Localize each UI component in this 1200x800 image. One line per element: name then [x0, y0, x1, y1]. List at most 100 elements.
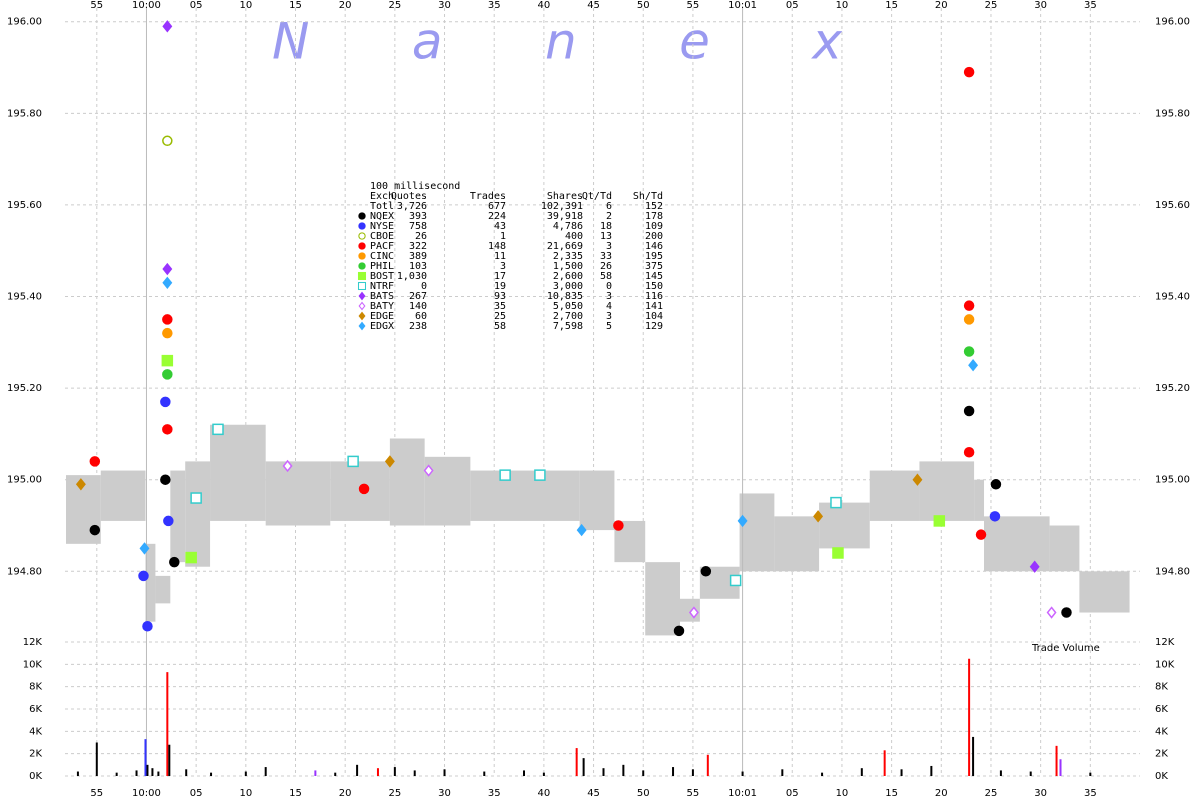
- table-cell: 267: [409, 291, 427, 302]
- volume-tick-label: 2K: [1155, 749, 1168, 760]
- x-tick-label: 15: [289, 0, 302, 11]
- table-cell: 25: [494, 311, 506, 322]
- volume-tick-label: 2K: [29, 749, 42, 760]
- table-cell: 1,030: [397, 271, 427, 282]
- x-tick-label: 30: [438, 0, 451, 11]
- x-tick-label: 35: [488, 788, 501, 799]
- table-cell: 2: [606, 211, 612, 222]
- x-tick-label: 25: [985, 788, 998, 799]
- y-tick-label: 196.00: [7, 17, 42, 28]
- legend-name: NYSE: [370, 221, 394, 232]
- x-tick-label: 25: [985, 0, 998, 11]
- x-tick-label: 20: [935, 788, 948, 799]
- volume-tick-label: 0K: [1155, 771, 1168, 782]
- table-cell: 102,391: [541, 201, 583, 212]
- table-cell: 3: [606, 291, 612, 302]
- trade-marker: [1061, 607, 1072, 618]
- legend-name: EDGX: [370, 321, 394, 332]
- table-cell: 0: [606, 281, 612, 292]
- trade-marker: [160, 396, 171, 408]
- x-tick-label: 55: [90, 0, 103, 11]
- legend-name: PACF: [370, 241, 394, 252]
- legend-name: NTRF: [370, 281, 394, 292]
- x-tick-label: 15: [289, 788, 302, 799]
- volume-tick-label: 8K: [1155, 682, 1168, 693]
- x-tick-label: 20: [935, 0, 948, 11]
- x-tick-label: 35: [488, 0, 501, 11]
- x-tick-label: 25: [388, 788, 401, 799]
- y-tick-label: 195.60: [7, 200, 42, 211]
- table-cell: 148: [488, 241, 506, 252]
- trade-marker: [830, 496, 842, 509]
- table-header: Quotes: [391, 191, 427, 202]
- legend-marker: [357, 271, 367, 281]
- trade-marker: [139, 542, 150, 555]
- trade-marker: [185, 551, 197, 564]
- nbbo-band: [470, 470, 580, 521]
- table-cell: 17: [494, 271, 506, 282]
- trade-marker: [576, 523, 587, 537]
- nbbo-band: [579, 470, 615, 531]
- table-cell: 195: [645, 251, 663, 262]
- trade-marker: [975, 529, 987, 540]
- trade-marker: [160, 474, 171, 485]
- table-cell: 35: [494, 301, 506, 312]
- table-cell: 3: [606, 241, 612, 252]
- volume-tick-label: 10K: [1155, 659, 1175, 670]
- x-tick-label: 55: [90, 788, 103, 799]
- legend-name: NQEX: [370, 211, 394, 222]
- y-tick-label: 195.20: [7, 383, 42, 394]
- trade-marker: [499, 469, 511, 481]
- table-cell: 375: [645, 261, 663, 272]
- trade-marker: [963, 300, 975, 311]
- nbbo-band: [210, 424, 266, 521]
- trade-marker: [912, 473, 923, 486]
- volume-tick-label: 4K: [29, 726, 42, 737]
- table-cell: 146: [645, 241, 663, 252]
- trade-marker: [347, 455, 359, 468]
- legend-name: PHIL: [370, 261, 394, 272]
- table-cell: 224: [488, 211, 506, 222]
- nbbo-band: [424, 456, 471, 526]
- table-header: Exch: [370, 191, 394, 202]
- legend-marker: [358, 222, 366, 230]
- table-cell: 6: [606, 201, 612, 212]
- nbbo-band: [819, 502, 870, 549]
- table-cell: 145: [645, 271, 663, 282]
- trade-marker: [75, 478, 86, 491]
- trade-marker: [169, 556, 180, 568]
- volume-tick-label: 6K: [1155, 704, 1168, 715]
- trade-marker: [384, 455, 395, 468]
- table-cell: 1,500: [553, 261, 583, 272]
- nbbo-band: [100, 470, 146, 521]
- table-cell: 238: [409, 321, 427, 332]
- trade-marker: [963, 446, 975, 458]
- trade-marker: [162, 314, 173, 325]
- x-tick-label: 05: [190, 0, 203, 11]
- nbbo-band: [389, 438, 425, 526]
- nbbo-band: [155, 575, 171, 604]
- background-layer: [65, 424, 1130, 636]
- nbbo-band: [774, 516, 820, 572]
- trade-marker: [162, 369, 173, 380]
- table-cell: 93: [494, 291, 506, 302]
- table-cell: 109: [645, 221, 663, 232]
- table-cell: 758: [409, 221, 427, 232]
- nbbo-band: [170, 470, 186, 563]
- table-cell: 10,835: [547, 291, 583, 302]
- x-tick-label: 25: [388, 0, 401, 11]
- trade-marker: [534, 469, 546, 481]
- x-tick-label: 40: [538, 0, 551, 11]
- table-cell: 3: [606, 311, 612, 322]
- x-tick-label: 05: [786, 0, 799, 11]
- y-tick-label: 196.00: [1155, 17, 1190, 28]
- table-cell: 58: [494, 321, 506, 332]
- table-cell: 140: [409, 301, 427, 312]
- trade-marker: [989, 511, 1001, 522]
- x-tick-label: 05: [786, 788, 799, 799]
- table-cell: 18: [600, 221, 612, 232]
- table-cell: 200: [645, 231, 663, 242]
- table-cell: 2,335: [553, 251, 583, 262]
- x-tick-label: 10: [836, 0, 849, 11]
